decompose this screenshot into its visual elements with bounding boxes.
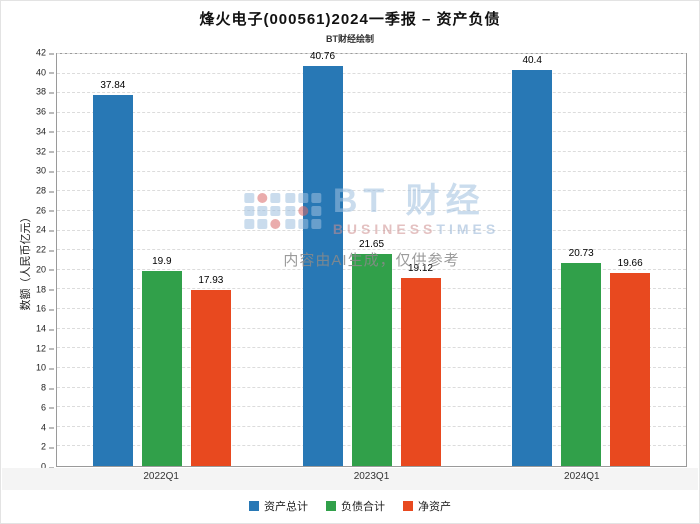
gridline xyxy=(57,170,686,172)
y-tick-label: 34 xyxy=(35,126,55,137)
gridline xyxy=(57,92,686,94)
y-tick-label: 4 xyxy=(40,422,55,433)
legend-item-净资产: 净资产 xyxy=(403,498,451,514)
bar-value-label: 40.76 xyxy=(309,51,336,63)
legend-label: 负债合计 xyxy=(341,501,385,513)
y-tick-label: 36 xyxy=(35,106,55,117)
bar-group-2024Q1: 40.4 20.73 19.66 xyxy=(476,54,686,466)
y-tick-label: 24 xyxy=(35,224,55,235)
gridline xyxy=(57,249,686,251)
y-tick-label: 32 xyxy=(35,146,55,157)
y-tick-label: 26 xyxy=(35,205,55,216)
bar-group-2022Q1: 37.84 19.9 17.93 xyxy=(57,54,267,466)
y-tick-label: 40 xyxy=(35,67,55,78)
bar-value-label: 19.66 xyxy=(617,258,643,270)
bar-净资产-2024Q1: 19.66 xyxy=(610,258,651,466)
bar-value-label: 17.93 xyxy=(198,275,224,287)
gridline xyxy=(57,209,686,211)
y-tick-label: 38 xyxy=(35,86,55,97)
gridline xyxy=(57,151,686,153)
legend-swatch xyxy=(249,501,259,511)
bar-净资产-2023Q1: 19.12 xyxy=(400,263,441,466)
y-tick-label: 28 xyxy=(35,185,55,196)
bar-负债合计-2024Q1: 20.73 xyxy=(561,248,602,466)
plot-area: 37.84 19.9 17.93 40.76 21.65 19.12 40.4 20.73 19… xyxy=(56,51,687,467)
y-tick-label: 12 xyxy=(35,343,55,354)
legend-swatch xyxy=(403,501,413,511)
legend-label: 净资产 xyxy=(418,501,451,513)
gridline xyxy=(57,53,686,54)
x-axis-label-2023Q1: 2023Q1 xyxy=(353,471,390,482)
y-tick-label: 20 xyxy=(35,264,55,275)
bar-value-label: 19.9 xyxy=(152,255,172,267)
y-tick-label: 30 xyxy=(35,165,55,176)
legend-label: 资产总计 xyxy=(264,501,308,513)
x-axis-band xyxy=(2,468,698,490)
bar-资产总计-2023Q1: 40.76 xyxy=(302,51,343,466)
y-tick-label: 22 xyxy=(35,244,55,255)
y-tick-label: 18 xyxy=(35,284,55,295)
y-tick-label: 14 xyxy=(35,323,55,334)
bar-value-label: 21.65 xyxy=(358,238,385,250)
y-tick-label: 10 xyxy=(35,362,55,373)
y-tick-label: 42 xyxy=(35,47,55,58)
legend-item-资产总计: 资产总计 xyxy=(249,498,308,514)
gridline xyxy=(57,72,686,74)
legend-item-负债合计: 负债合计 xyxy=(326,498,385,514)
y-tick-label: 0 xyxy=(40,461,55,472)
bar-group-2023Q1: 40.76 21.65 19.12 xyxy=(267,51,477,466)
y-tick-label: 8 xyxy=(40,382,55,393)
bars-layer: 37.84 19.9 17.93 40.76 21.65 19.12 40.4 20.73 19… xyxy=(57,51,686,466)
bar-value-label: 19.12 xyxy=(407,263,434,275)
chart-title: 烽火电子(000561)2024一季报 – 资产负债 xyxy=(199,11,501,28)
gridline xyxy=(57,131,686,133)
x-axis-label-2022Q1: 2022Q1 xyxy=(143,471,179,482)
y-tick-label: 16 xyxy=(35,303,55,314)
y-tick-label: 6 xyxy=(40,402,55,413)
x-axis-label-2024Q1: 2024Q1 xyxy=(564,471,600,482)
y-tick-labels: 0 2 4 6 8 10 12 14 16 18 20 22 24 26 28 30 32 34 36 38 40 42 xyxy=(1,48,56,471)
gridline xyxy=(57,190,686,192)
bar-负债合计-2023Q1: 21.65 xyxy=(351,239,392,466)
legend-swatch xyxy=(326,501,336,511)
gridline xyxy=(57,229,686,231)
bar-资产总计-2022Q1: 37.84 xyxy=(92,80,133,466)
bar-负债合计-2022Q1: 19.9 xyxy=(141,256,182,466)
bar-净资产-2022Q1: 17.93 xyxy=(190,275,231,466)
bar-value-label: 37.84 xyxy=(100,79,126,91)
y-tick-label: 2 xyxy=(40,441,55,452)
legend: 资产总计 负债合计 净资产 xyxy=(1,498,699,514)
x-axis-labels: 2022Q1 2023Q1 2024Q1 xyxy=(56,471,687,482)
chart-subtitle: BT财经绘制 xyxy=(326,34,374,44)
bar-资产总计-2024Q1: 40.4 xyxy=(512,55,553,466)
bar-value-label: 40.4 xyxy=(522,54,542,66)
gridline xyxy=(57,111,686,113)
bar-value-label: 20.73 xyxy=(568,247,594,259)
